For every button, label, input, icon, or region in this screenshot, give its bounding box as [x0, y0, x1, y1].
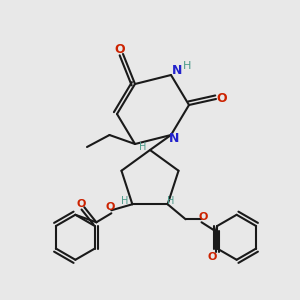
Text: H: H	[183, 61, 192, 71]
Text: H: H	[121, 196, 129, 206]
Text: O: O	[77, 199, 86, 209]
Text: H: H	[139, 142, 146, 152]
Text: O: O	[198, 212, 208, 222]
Text: O: O	[217, 92, 227, 106]
Text: H: H	[167, 196, 174, 206]
Text: N: N	[169, 131, 179, 145]
Text: O: O	[208, 252, 217, 262]
Text: O: O	[115, 43, 125, 56]
Text: N: N	[172, 64, 182, 77]
Text: O: O	[105, 202, 115, 212]
